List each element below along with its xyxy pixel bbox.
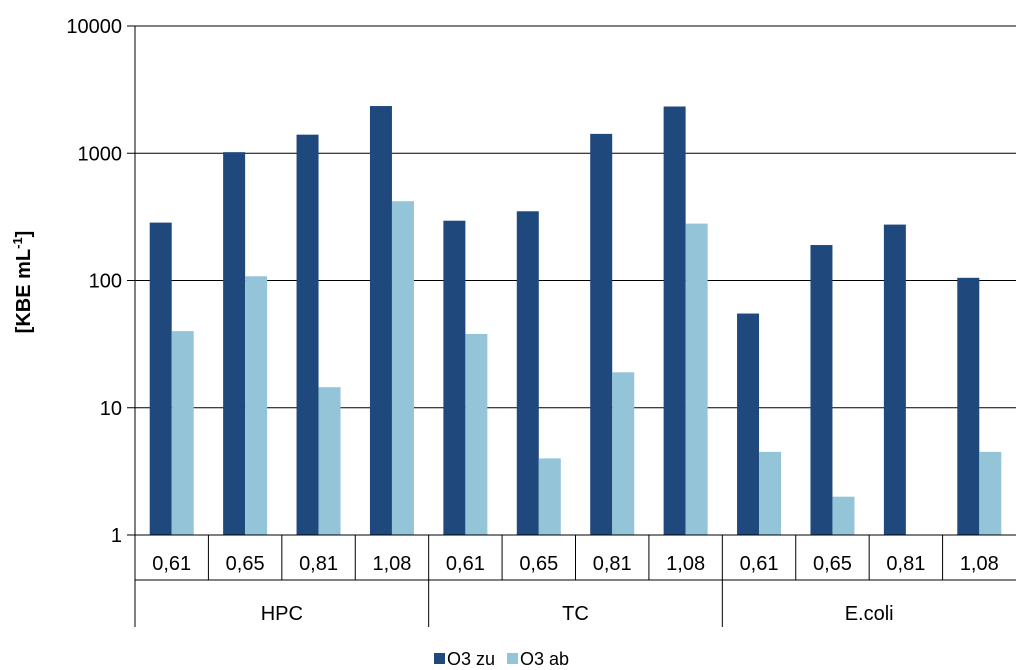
bar-o3-ab [318,387,341,535]
legend-label: O3 zu [447,649,495,669]
gridlines [135,25,1016,409]
y-axis-label: [KBE mL-1] [10,231,35,334]
bar-o3-zu [883,224,906,535]
bar-o3-zu [957,277,980,535]
bar-o3-zu [443,220,466,535]
x-group-label: TC [562,603,589,625]
x-category-label: 0,61 [740,553,779,575]
bar-o3-ab [245,276,268,535]
legend: O3 zu O3 ab [434,649,569,669]
legend-label: O3 ab [520,649,569,669]
bar-o3-zu [296,134,319,535]
y-axis-label-end: ] [13,231,35,238]
x-category-label: 1,08 [666,553,705,575]
bar-o3-ab [612,372,635,535]
bar-o3-ab [538,458,561,535]
x-category-label: 1,08 [372,553,411,575]
y-tick-label: 10 [100,398,122,420]
x-category-label: 0,61 [152,553,191,575]
bar-o3-ab [391,201,414,535]
y-tick-label: 1 [111,525,122,547]
x-category-label: 0,61 [446,553,485,575]
bar-o3-ab [465,333,488,535]
x-group-label: E.coli [845,603,894,625]
x-category-label: 0,81 [886,553,925,575]
bar-o3-zu [516,211,539,535]
bar-o3-ab [685,223,708,536]
y-tick-label: 100 [89,271,122,293]
bar-o3-ab [759,451,782,535]
legend-swatch [434,653,445,664]
x-group-label: HPC [261,603,303,625]
bar-o3-zu [737,313,760,535]
y-axis-label-main: [KBE mL [13,249,35,333]
legend-swatch [507,653,519,664]
bar-o3-zu [590,133,613,535]
bar-o3-ab [979,451,1002,535]
x-category-label: 0,81 [593,553,632,575]
y-tick-label: 1000 [78,143,123,165]
x-category-label: 0,81 [299,553,338,575]
bar-o3-ab [171,331,194,535]
y-axis-label-superscript: -1 [10,237,25,249]
bar-o3-zu [810,245,833,535]
bar-o3-ab [832,496,855,535]
x-axis-categories: 0,61 0,65 0,81 1,08 0,61 0,65 0,81 1,08 0,61 0,65… [135,535,1016,627]
x-category-label: 0,65 [813,553,852,575]
bars [149,106,1002,536]
bar-o3-zu [223,152,246,535]
y-tick-label: 10000 [66,16,122,38]
bar-o3-zu [369,106,392,535]
x-category-label: 1,08 [960,553,999,575]
bar-o3-zu [149,222,172,536]
y-axis-ticks: 1 10 100 1000 10000 [66,16,135,547]
x-category-label: 0,65 [226,553,265,575]
x-category-label: 0,65 [519,553,558,575]
bar-o3-zu [663,106,686,535]
